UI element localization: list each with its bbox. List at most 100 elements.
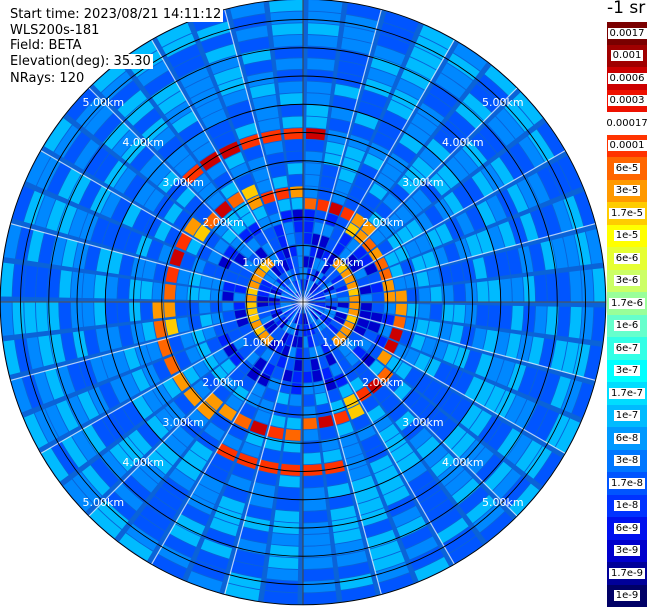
gate-cell [289, 245, 297, 257]
gate-cell [349, 332, 363, 344]
gate-cell [61, 436, 88, 468]
ray-line [88, 87, 304, 303]
gate-cell [207, 119, 232, 139]
gate-cell [406, 303, 419, 318]
range-ring [246, 245, 360, 359]
gate-cell [393, 143, 416, 164]
gate-cell [225, 320, 238, 332]
gate-cell [477, 74, 509, 105]
colorbar-label: 6e-7 [613, 342, 641, 354]
gate-cell [79, 180, 102, 209]
gate-cell [137, 422, 161, 447]
gate-cell [200, 275, 213, 289]
gate-cell [223, 281, 236, 292]
gate-cell [293, 359, 302, 371]
gate-cell [258, 216, 272, 231]
gate-cell [382, 110, 408, 131]
gate-cell [369, 454, 393, 474]
gate-cell [303, 498, 327, 511]
gate-cell [451, 432, 476, 458]
gate-cell [168, 468, 195, 491]
gate-cell [465, 282, 477, 302]
gate-cell [363, 153, 385, 171]
colorbar-swatch: 1.7e-7 [607, 382, 647, 405]
range-label: 1.00km [242, 336, 284, 349]
gate-cell [413, 374, 432, 394]
range-ring [217, 216, 389, 388]
gate-cell [378, 475, 405, 495]
gate-cell [217, 333, 232, 347]
gate-cell [321, 249, 332, 262]
gate-cell [247, 195, 263, 211]
gate-cell [223, 485, 249, 503]
ray-line [10, 222, 304, 303]
gate-cell [330, 399, 346, 414]
gate-cell [239, 344, 253, 358]
gate-cell [370, 229, 386, 246]
gate-cell [315, 272, 324, 284]
gate-cell [324, 289, 336, 296]
gate-cell [424, 357, 442, 378]
gate-cell [382, 193, 402, 212]
gate-cell [99, 382, 120, 409]
gate-cell [282, 320, 291, 332]
gate-cell [410, 546, 444, 571]
colorbar-label: 1.7e-7 [608, 387, 646, 399]
gate-cell [58, 168, 81, 200]
gate-cell [430, 453, 457, 477]
gate-cell [258, 398, 275, 414]
gate-cell [225, 394, 243, 412]
gate-cell [307, 58, 335, 71]
gate-cell [504, 395, 527, 424]
gate-cell [119, 324, 134, 347]
gate-cell [453, 43, 487, 71]
gate-cell [303, 417, 318, 430]
gate-cell [479, 124, 506, 154]
gate-cell [281, 305, 293, 311]
range-label: 5.00km [82, 496, 124, 509]
gate-cell [89, 508, 122, 539]
gate-cell [269, 293, 281, 299]
gate-cell [154, 486, 183, 511]
gate-cell [61, 238, 78, 268]
gate-cell [132, 395, 154, 420]
gate-cell [309, 245, 318, 257]
gate-cell [292, 209, 303, 221]
gate-cell [339, 432, 359, 448]
gate-cell [211, 412, 231, 431]
gate-cell [282, 272, 292, 284]
gate-cell [261, 129, 282, 144]
gate-cell [454, 371, 474, 395]
gate-cell [527, 172, 550, 204]
gate-cell [366, 529, 397, 549]
gate-cell [354, 174, 373, 191]
gate-cell [54, 125, 82, 158]
colorbar-label: 0.0006 [607, 72, 647, 84]
gate-cell [323, 285, 335, 294]
colorbar-label: 0.0003 [607, 95, 647, 107]
gate-cell [305, 163, 322, 175]
gate-cell [236, 275, 250, 286]
gate-cell [292, 281, 299, 292]
gate-cell [269, 164, 287, 178]
gate-cell [395, 362, 413, 380]
gate-cell [134, 181, 156, 206]
gate-cell [444, 367, 463, 389]
gate-cell [312, 288, 323, 297]
gate-cell [57, 204, 77, 235]
gate-cell [158, 244, 174, 264]
gate-cell [103, 121, 130, 150]
range-label: 4.00km [442, 136, 484, 149]
gate-cell [545, 413, 570, 448]
gate-cell [280, 259, 290, 272]
gate-cell [94, 302, 107, 326]
gate-cell [252, 205, 268, 221]
gate-cell [424, 205, 444, 227]
gate-cell [390, 184, 410, 204]
gate-cell [550, 376, 571, 409]
gate-cell [358, 338, 373, 352]
gate-cell [555, 418, 580, 454]
ray-line [223, 9, 304, 303]
field-label: Field: BETA [10, 38, 84, 53]
gate-cell [101, 353, 119, 379]
